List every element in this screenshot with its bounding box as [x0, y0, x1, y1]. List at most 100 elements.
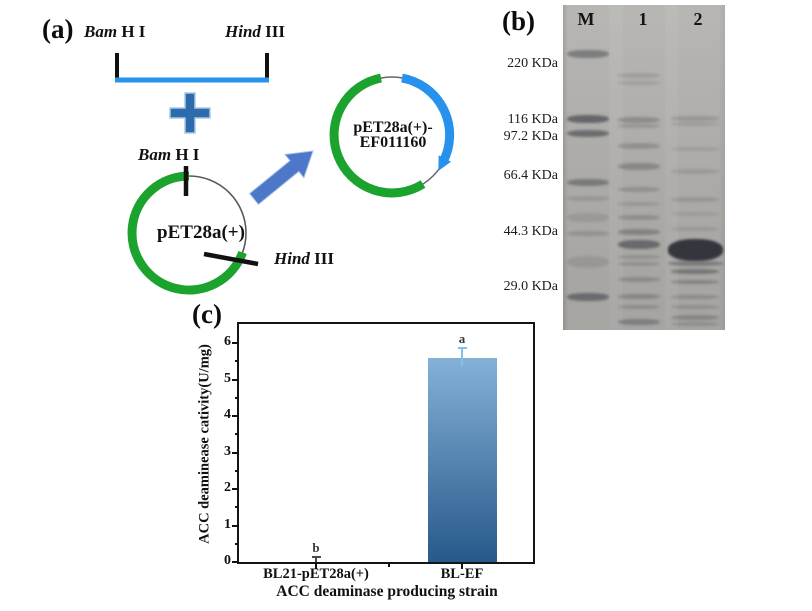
gel-band-lane-1	[618, 240, 660, 249]
y-axis-tick-label: 0	[224, 553, 231, 568]
x-axis-minor-tick	[388, 563, 390, 567]
panel-a-label: (a)	[42, 14, 74, 44]
bar-1	[427, 357, 497, 562]
y-axis-major-tick	[232, 378, 239, 381]
y-axis-minor-tick	[235, 433, 239, 436]
x-axis-major-tick	[315, 563, 317, 569]
gel-band-lane-1	[618, 319, 660, 325]
vector-bamhi-italic: Bam	[138, 145, 172, 164]
gel-band-lane-2	[671, 227, 719, 231]
y-axis-tick-label: 5	[224, 370, 231, 386]
gel-band-lane-1	[618, 277, 660, 282]
gel-band-lane-2	[671, 295, 719, 299]
gel-band-lane-M	[567, 196, 609, 201]
gel-band-lane-1	[618, 255, 660, 259]
marker-label: 220 KDa	[507, 56, 558, 71]
marker-label: 29.0 KDa	[503, 279, 558, 294]
gel-band-lane-2	[671, 322, 719, 326]
gel-band-lane-2	[671, 147, 719, 151]
gel-band-lane-2	[671, 212, 719, 216]
gel-band-lane-M	[567, 115, 609, 123]
gel-band-lane-2	[671, 122, 719, 126]
gel-band-lane-2	[671, 169, 719, 174]
error-bar-cap-0	[311, 555, 321, 558]
gel-band-lane-1	[618, 117, 660, 123]
significance-letter-1: a	[458, 331, 466, 347]
gel-band-lane-M	[567, 179, 609, 186]
gel-band-lane-2	[671, 269, 719, 274]
gel-band-lane-2	[671, 315, 719, 320]
gel-band-lane-1	[618, 202, 660, 206]
gel-band-lane-M	[567, 293, 609, 301]
gel-band-lane-2	[671, 197, 719, 202]
y-axis-tick-label: 6	[224, 334, 231, 349]
gel-band-lane-1	[618, 262, 660, 266]
error-bar-1	[461, 348, 463, 366]
category-label-0: BL21-pET28a(+)	[263, 566, 369, 582]
marker-label: 66.4 KDa	[503, 168, 558, 183]
y-axis-major-tick	[232, 524, 239, 527]
gel-band-lane-1	[618, 215, 660, 220]
vector-name: pET28a(+)	[157, 222, 245, 243]
y-axis-tick-label: 3	[224, 443, 231, 459]
error-bar-cap-1	[457, 347, 467, 350]
vector-bamhi-rest: H I	[171, 145, 200, 164]
lane-label-2: 2	[693, 9, 703, 29]
vector-bamhi-label: Bam H I	[138, 145, 199, 165]
y-axis-minor-tick	[235, 396, 239, 399]
insert-bamhi-label: Bam H I	[84, 22, 145, 42]
marker-label: 44.3 KDa	[503, 224, 558, 239]
product-name: pET28a(+)- EF011160	[353, 120, 432, 151]
gel-band-lane-M	[567, 231, 609, 236]
gel-band-lane-2	[671, 116, 719, 121]
vector-hindiii-italic: Hind	[274, 249, 310, 268]
insert-hindiii-rest: III	[260, 22, 286, 41]
gel-band-lane-2	[667, 261, 723, 266]
gel-band-lane-1	[618, 81, 660, 85]
gel-band-lane-1	[618, 124, 660, 128]
gel-band-lane-2	[671, 305, 719, 309]
y-axis-major-tick	[232, 561, 239, 563]
gel-band-lane-M	[567, 50, 609, 58]
insert-hindiii-label: Hind III	[225, 22, 285, 42]
x-axis-major-tick	[461, 563, 463, 569]
product-name-line2: EF011160	[359, 134, 427, 151]
vector-hindiii-rest: III	[309, 249, 335, 268]
gel-band-lane-1	[618, 305, 660, 309]
gel-band-lane-2	[667, 239, 723, 261]
marker-label: 116 KDa	[507, 112, 558, 127]
y-axis-major-tick	[232, 342, 239, 344]
gel-band-lane-1	[618, 143, 660, 149]
gel-band-lane-1	[618, 294, 660, 299]
hindiii-site-tick	[203, 251, 259, 267]
y-axis-minor-tick	[235, 506, 239, 509]
x-axis-title: ACC deaminase producing strain	[276, 583, 498, 600]
category-label-1: BL-EF	[440, 566, 484, 582]
significance-letter-0: b	[312, 539, 320, 555]
vector-hindiii-label: Hind III	[274, 249, 334, 269]
y-axis-tick-label: 4	[224, 407, 231, 422]
gel-band-lane-M	[567, 130, 609, 137]
y-axis-major-tick	[232, 488, 239, 490]
error-bar-0	[315, 556, 317, 562]
gel-band-lane-M	[567, 256, 609, 268]
chart-plot-area	[237, 322, 535, 564]
lane-label-1: 1	[638, 9, 648, 29]
gel-band-lane-1	[618, 187, 660, 192]
insert-hindiii-italic: Hind	[225, 22, 261, 41]
y-axis-major-tick	[232, 451, 239, 454]
y-axis-tick-label: 2	[224, 480, 231, 495]
plus-icon	[169, 92, 211, 134]
y-axis-minor-tick	[235, 469, 239, 472]
y-axis-minor-tick	[235, 360, 239, 363]
gel-band-lane-1	[618, 229, 660, 235]
panel-c-label: (c)	[192, 299, 222, 329]
marker-label: 97.2 KDa	[503, 129, 558, 144]
panel-b-label: (b)	[502, 6, 535, 36]
y-axis-tick-label: 1	[224, 516, 231, 532]
lane-gap	[609, 5, 623, 330]
y-axis-minor-tick	[235, 542, 239, 545]
gel-band-lane-1	[618, 163, 660, 170]
sds-page-gel-image: M 1 2	[563, 5, 725, 330]
